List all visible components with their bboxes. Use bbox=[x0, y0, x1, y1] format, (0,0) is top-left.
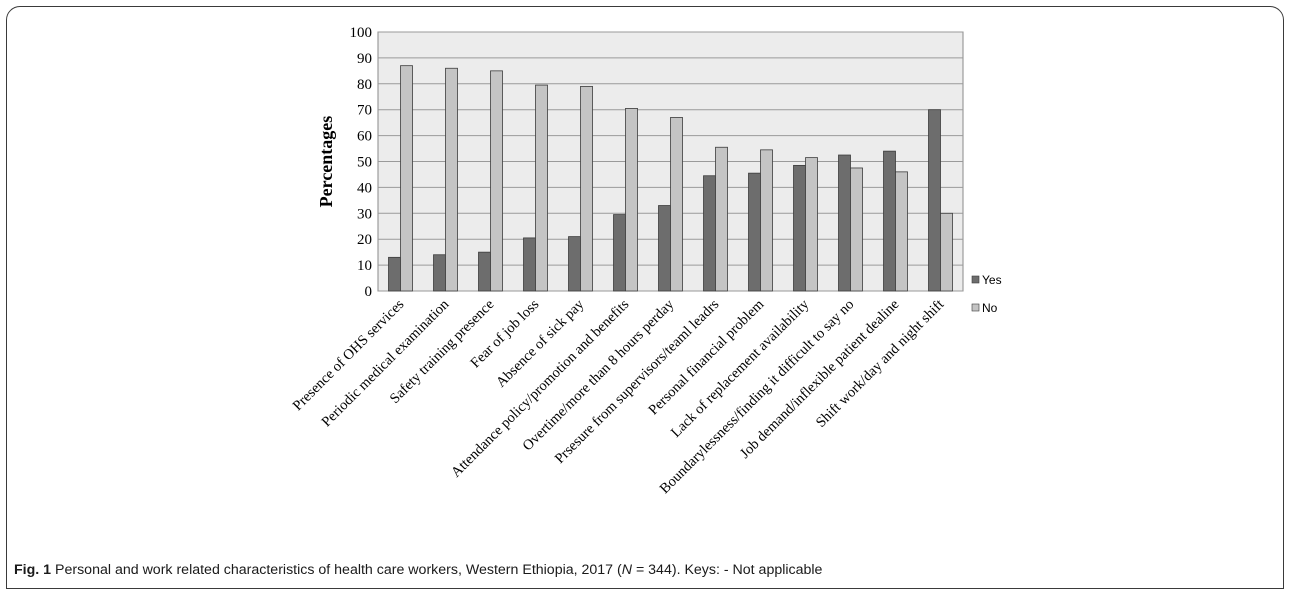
y-tick-label: 50 bbox=[357, 155, 372, 171]
y-tick-label: 40 bbox=[357, 180, 372, 196]
bar-no bbox=[445, 67, 458, 292]
bar-no bbox=[895, 171, 908, 292]
bar-yes bbox=[838, 154, 851, 292]
y-tick-label: 30 bbox=[357, 206, 372, 222]
bar-yes bbox=[883, 150, 896, 292]
bar-yes bbox=[613, 214, 626, 292]
x-tick-label: Job demand/inflexible patient dealine bbox=[737, 297, 902, 462]
figure-label: Fig. 1 bbox=[14, 562, 52, 578]
bar-yes bbox=[433, 254, 446, 292]
bar-no bbox=[805, 157, 818, 292]
bar-yes bbox=[568, 236, 581, 292]
bar-no bbox=[490, 70, 503, 292]
y-tick-label: 80 bbox=[357, 77, 372, 93]
bar-chart: 0 10 20 30 40 50 60 70 80 90 100 Presence of OHS s… bbox=[290, 25, 1002, 497]
bar-yes bbox=[478, 251, 491, 292]
legend-swatch-no bbox=[971, 303, 980, 312]
y-tick-label: 70 bbox=[357, 103, 372, 119]
bar-no bbox=[625, 108, 638, 292]
y-tick-label: 60 bbox=[357, 129, 372, 145]
legend-label-no: No bbox=[982, 301, 998, 315]
bar-yes bbox=[703, 175, 716, 292]
bar-no bbox=[580, 85, 593, 292]
y-tick-label: 0 bbox=[365, 284, 373, 300]
bar-no bbox=[850, 167, 863, 292]
bar-yes bbox=[388, 256, 401, 292]
bar-no bbox=[715, 146, 728, 292]
bar-no bbox=[760, 149, 773, 292]
legend: Yes No bbox=[971, 273, 1002, 315]
x-tick-label: Prsesure from supervisors/teaml leadrs bbox=[552, 296, 723, 467]
bar-yes bbox=[523, 237, 536, 292]
bar-yes bbox=[793, 164, 806, 292]
bar-yes bbox=[928, 109, 941, 292]
y-tick-label: 90 bbox=[357, 51, 372, 67]
bar-no bbox=[940, 212, 953, 292]
y-tick-label: 20 bbox=[357, 232, 372, 248]
legend-swatch-yes bbox=[971, 275, 980, 284]
bar-no bbox=[670, 117, 683, 292]
y-axis-ticks: 0 10 20 30 40 50 60 70 80 90 100 bbox=[350, 25, 373, 300]
bar-no bbox=[400, 65, 413, 292]
bar-no bbox=[535, 84, 548, 292]
figure-caption: Fig. 1 Personal and work related charact… bbox=[14, 562, 1274, 578]
caption-text-pre: Personal and work related characteristic… bbox=[55, 562, 622, 578]
caption-text-post: = 344). Keys: - Not applicable bbox=[632, 562, 823, 578]
y-axis-label: Percentages bbox=[316, 116, 336, 208]
bars bbox=[388, 65, 953, 292]
bar-yes bbox=[748, 172, 761, 292]
y-tick-label: 10 bbox=[357, 258, 372, 274]
bar-yes bbox=[658, 205, 671, 292]
y-tick-label: 100 bbox=[350, 25, 373, 41]
legend-label-yes: Yes bbox=[982, 273, 1002, 287]
caption-n: N bbox=[621, 562, 632, 578]
